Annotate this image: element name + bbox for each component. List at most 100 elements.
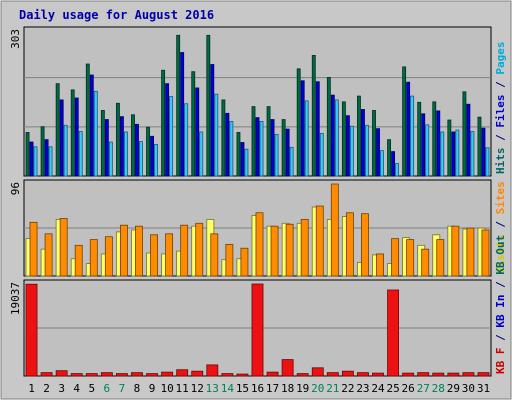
- bar-kb-f-day-11: [176, 369, 189, 377]
- panel-visits: 96 Visits / Sites: [9, 179, 507, 277]
- x-tick-label-1: 1: [28, 382, 35, 395]
- bar-hits-day-9: [146, 126, 150, 177]
- x-tick-label-14: 14: [221, 382, 235, 395]
- x-tick-label-30: 30: [462, 382, 475, 395]
- x-tick-label-10: 10: [160, 382, 173, 395]
- bar-pages-day-8: [139, 141, 143, 177]
- bar-hits-day-8: [131, 114, 135, 177]
- bar-pages-day-17: [274, 133, 279, 177]
- bar-pages-day-26: [410, 95, 415, 177]
- bar-pages-day-22: [349, 125, 354, 177]
- bar-sites-day-6: [104, 236, 113, 277]
- bar-sites-day-13: [210, 233, 219, 277]
- bar-hits-day-23: [357, 95, 361, 177]
- bar-files-day-20: [315, 81, 320, 177]
- bar-hits-day-31: [477, 116, 482, 177]
- panel-kbytes-legend: KB F / KB In / KB Out: [494, 235, 507, 374]
- legend-item: /: [494, 75, 507, 95]
- bar-files-day-7: [119, 116, 124, 177]
- bar-sites-day-20: [315, 205, 324, 277]
- x-tick-label-17: 17: [266, 382, 279, 395]
- bar-sites-day-8: [135, 225, 143, 277]
- panel-hits-legend: Hits / Files / Pages: [494, 42, 507, 175]
- x-tick-label-19: 19: [296, 382, 309, 395]
- bar-files-day-8: [135, 123, 139, 177]
- bar-hits-day-29: [447, 119, 452, 177]
- x-tick-label-26: 26: [402, 382, 415, 395]
- panel-visits-legend: Visits / Sites: [494, 181, 507, 274]
- bar-kb-f-day-1: [25, 283, 38, 377]
- x-tick-label-22: 22: [341, 382, 354, 395]
- bar-sites-day-15: [240, 247, 249, 277]
- bar-kb-f-day-8: [131, 372, 143, 377]
- panel-kbytes: 19037 KB F / KB In / KB Out: [9, 235, 507, 377]
- panel-hits-bars: [25, 34, 490, 177]
- bar-files-day-6: [104, 119, 109, 177]
- bar-files-day-29: [451, 131, 456, 177]
- bar-hits-day-3: [55, 83, 60, 177]
- panel-hits-ymax-label: 303: [9, 29, 22, 49]
- bar-files-day-24: [376, 128, 380, 177]
- bar-files-day-30: [466, 103, 471, 177]
- bar-files-day-3: [59, 99, 64, 177]
- panel-visits-bars: [25, 183, 490, 277]
- x-tick-label-20: 20: [311, 382, 324, 395]
- bar-hits-day-22: [341, 101, 346, 177]
- bar-sites-day-29: [451, 225, 460, 277]
- bar-files-day-5: [89, 74, 94, 177]
- bar-files-day-14: [225, 112, 230, 177]
- bar-hits-day-20: [311, 55, 316, 177]
- legend-item: Hits: [494, 148, 507, 175]
- bar-sites-day-11: [180, 224, 189, 277]
- bar-kb-f-day-5: [85, 373, 98, 377]
- bar-pages-day-9: [154, 144, 158, 177]
- bar-sites-day-10: [165, 233, 174, 277]
- bar-sites-day-1: [29, 221, 38, 277]
- bar-files-day-22: [345, 115, 350, 177]
- x-tick-label-27: 27: [417, 382, 430, 395]
- x-tick-label-15: 15: [236, 382, 249, 395]
- bar-kb-f-day-21: [326, 372, 339, 377]
- bar-kb-f-day-17: [266, 371, 279, 377]
- bar-pages-day-28: [440, 131, 445, 177]
- bar-kb-f-day-3: [55, 370, 68, 377]
- x-tick-label-28: 28: [432, 382, 445, 395]
- bar-pages-day-21: [334, 99, 339, 177]
- x-tick-label-4: 4: [73, 382, 80, 395]
- bar-hits-day-16: [251, 106, 256, 177]
- bar-kb-f-day-10: [161, 371, 174, 377]
- bar-sites-day-5: [89, 239, 98, 277]
- bar-hits-day-21: [326, 77, 331, 177]
- bar-sites-day-26: [406, 239, 415, 277]
- legend-item: /: [494, 128, 507, 148]
- bar-pages-day-24: [380, 150, 384, 177]
- x-tick-label-3: 3: [58, 382, 65, 395]
- x-tick-label-18: 18: [281, 382, 294, 395]
- bar-sites-day-17: [270, 225, 279, 277]
- legend-item: /: [494, 214, 507, 234]
- bar-sites-day-31: [481, 229, 490, 277]
- bar-kb-f-day-23: [357, 372, 369, 377]
- x-tick-label-21: 21: [326, 382, 339, 395]
- legend-item: Sites: [494, 181, 507, 214]
- bar-sites-day-22: [345, 212, 354, 277]
- bar-files-day-17: [270, 119, 275, 177]
- bar-kb-f-day-30: [462, 372, 475, 377]
- bar-kb-f-day-14: [221, 373, 234, 377]
- bar-pages-day-1: [33, 146, 38, 177]
- bar-files-day-10: [165, 83, 170, 177]
- bar-hits-day-28: [432, 101, 437, 177]
- bar-pages-day-20: [319, 133, 324, 177]
- legend-item: KB F: [494, 348, 507, 375]
- legend-item: Files: [494, 95, 507, 128]
- bar-hits-day-25: [387, 139, 392, 177]
- bar-hits-day-4: [70, 89, 75, 177]
- bar-files-day-15: [240, 142, 245, 177]
- x-tick-label-7: 7: [119, 382, 126, 395]
- bar-pages-day-18: [289, 146, 294, 177]
- bar-pages-day-27: [425, 124, 430, 177]
- bar-files-day-12: [195, 87, 200, 177]
- bar-sites-day-27: [421, 248, 430, 277]
- bar-files-day-26: [406, 81, 411, 177]
- bar-sites-day-12: [195, 222, 204, 277]
